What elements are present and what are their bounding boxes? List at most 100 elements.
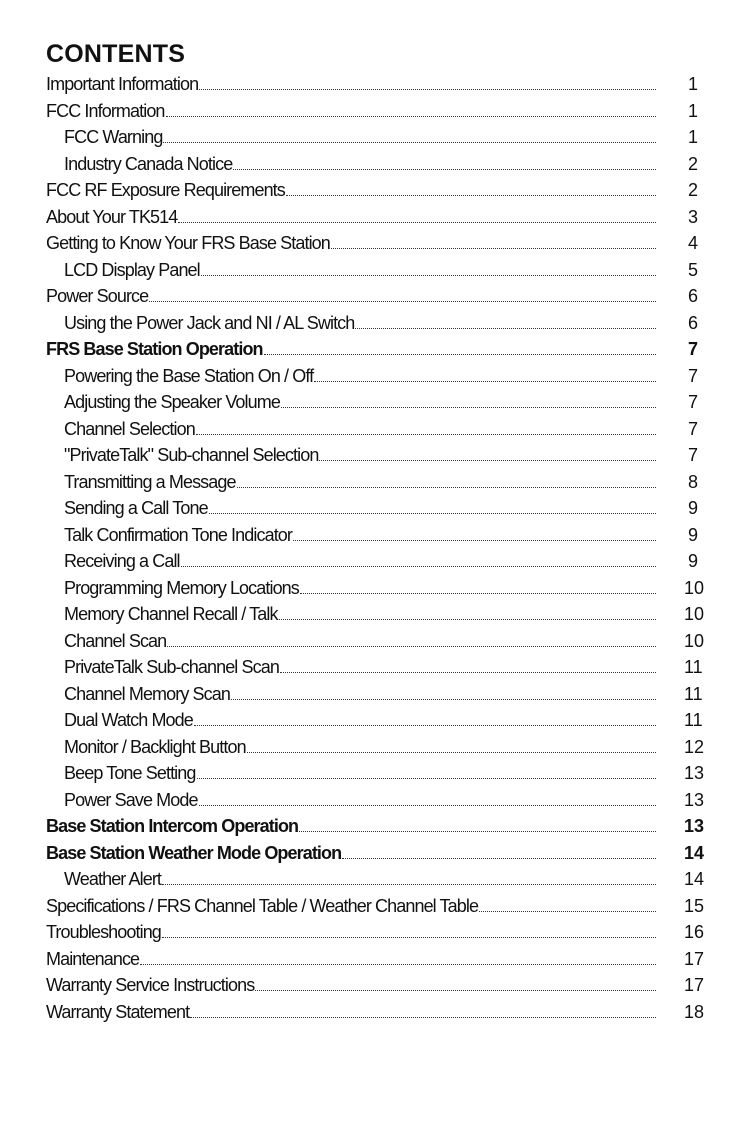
toc-entry-page: 18	[684, 1001, 705, 1022]
toc-entry[interactable]: Dual Watch Mode 11	[46, 710, 703, 737]
dot-leader	[167, 642, 656, 647]
toc-entry-title: Talk Confirmation Tone Indicator	[64, 524, 293, 545]
toc-entry-page: 11	[684, 683, 703, 704]
toc-entry-page: 1	[687, 74, 698, 94]
dot-leader	[479, 907, 656, 912]
dot-leader	[355, 324, 656, 329]
dot-leader	[236, 483, 656, 488]
toc-entry-title: FRS Base Station Operation	[46, 339, 264, 359]
toc-entry-title: FCC Warning	[64, 127, 163, 147]
toc-entry-page: 17	[684, 975, 705, 995]
toc-entry[interactable]: FCC Warning 1	[46, 127, 698, 154]
toc-entry[interactable]: FRS Base Station Operation 7	[46, 339, 698, 366]
toc-entry[interactable]: Weather Alert 14	[46, 869, 705, 896]
toc-entry-title: About Your TK514	[46, 206, 178, 227]
toc-entry-page: 2	[687, 153, 698, 174]
toc-entry[interactable]: Programming Memory Locations 10	[46, 577, 705, 605]
toc-entry-title: PrivateTalk Sub-channel Scan	[64, 657, 280, 677]
toc-entry-title: Dual Watch Mode	[64, 710, 194, 730]
toc-entry[interactable]: Power Save Mode 13	[46, 789, 705, 817]
toc-entry[interactable]: Sending a Call Tone 9	[46, 498, 698, 525]
dot-leader	[285, 191, 656, 196]
toc-entry[interactable]: Channel Memory Scan 11	[46, 683, 703, 711]
toc-entry[interactable]: Warranty Statement 18	[46, 1001, 705, 1029]
toc-entry[interactable]: Base Station Intercom Operation 13	[46, 816, 705, 843]
toc-entry[interactable]: Troubleshooting 16	[46, 922, 704, 949]
toc-entry-page: 13	[684, 763, 705, 783]
toc-entry[interactable]: Powering the Base Station On / Off 7	[46, 366, 698, 393]
toc-entry-page: 13	[684, 789, 705, 810]
toc-entry-page: 10	[684, 630, 705, 651]
toc-entry[interactable]: Monitor / Backlight Button 12	[46, 737, 704, 764]
toc-entry-page: 5	[687, 259, 698, 280]
toc-entry-page: 15	[684, 895, 705, 916]
dot-leader	[161, 933, 656, 938]
toc-entry[interactable]: About Your TK514 3	[46, 207, 698, 234]
toc-entry-page: 7	[687, 365, 698, 386]
toc-entry-title: "PrivateTalk" Sub-channel Selection	[64, 445, 319, 465]
toc-entry[interactable]: Industry Canada Notice 2	[46, 154, 698, 181]
dot-leader	[140, 960, 656, 965]
toc-entry-page: 13	[684, 816, 705, 836]
toc-entry-title: FCC Information	[46, 100, 165, 121]
toc-entry[interactable]: Important Information 1	[46, 74, 698, 101]
dot-leader	[231, 695, 656, 700]
toc-entry[interactable]: FCC RF Exposure Requirements 2	[46, 180, 698, 207]
dot-leader	[246, 748, 656, 753]
toc-entry[interactable]: Adjusting the Speaker Volume 7	[46, 392, 698, 419]
dot-leader	[195, 430, 656, 435]
toc-entry-title: Channel Memory Scan	[64, 683, 231, 704]
toc-entry[interactable]: Maintenance 17	[46, 948, 705, 976]
toc-entry-page: 7	[687, 445, 698, 465]
dot-leader	[196, 774, 656, 779]
dot-leader	[178, 218, 656, 223]
toc-entry-page: 7	[687, 339, 698, 359]
dot-leader	[263, 350, 656, 355]
dot-leader	[165, 112, 656, 117]
toc-entry-title: Power Source	[46, 286, 149, 306]
toc-entry[interactable]: Beep Tone Setting 13	[46, 763, 705, 790]
toc-entry-page: 4	[687, 233, 698, 253]
toc-entry-title: Important Information	[46, 74, 199, 94]
dot-leader	[208, 509, 656, 514]
toc-entry-page: 11	[684, 710, 703, 730]
toc-entry[interactable]: Warranty Service Instructions 17	[46, 975, 705, 1002]
toc-entry-page: 17	[684, 948, 705, 969]
toc-entry[interactable]: Memory Channel Recall / Talk 10	[46, 604, 704, 631]
toc-entry[interactable]: "PrivateTalk" Sub-channel Selection 7	[46, 445, 698, 472]
toc-entry[interactable]: FCC Information 1	[46, 101, 698, 128]
dot-leader	[319, 456, 656, 461]
toc-entry[interactable]: LCD Display Panel 5	[46, 260, 698, 287]
dot-leader	[255, 986, 656, 991]
toc-entry-page: 10	[684, 577, 705, 598]
toc-entry[interactable]: Receiving a Call 9	[46, 551, 698, 578]
toc-entry[interactable]: Base Station Weather Mode Operation 14	[46, 843, 704, 870]
toc-entry[interactable]: PrivateTalk Sub-channel Scan 11	[46, 657, 703, 684]
page-title: CONTENTS	[46, 40, 186, 68]
toc-entry[interactable]: Specifications / FRS Channel Table / Wea…	[46, 895, 705, 923]
dot-leader	[280, 403, 656, 408]
toc-entry-title: Sending a Call Tone	[64, 498, 209, 518]
dot-leader	[162, 880, 656, 885]
dot-leader	[314, 377, 656, 382]
toc-entry-title: Programming Memory Locations	[64, 577, 300, 598]
toc-entry-title: Channel Selection	[64, 418, 196, 439]
toc-entry[interactable]: Using the Power Jack and NI / AL Switch 6	[46, 313, 698, 340]
toc-entry-title: Weather Alert	[64, 869, 162, 889]
toc-entry-title: LCD Display Panel	[64, 259, 201, 280]
toc-entry[interactable]: Power Source 6	[46, 286, 698, 313]
dot-leader	[193, 721, 656, 726]
dot-leader	[279, 668, 656, 673]
toc-entry-title: Specifications / FRS Channel Table / Wea…	[46, 895, 479, 916]
toc-entry[interactable]: Getting to Know Your FRS Base Station 4	[46, 233, 698, 260]
toc-entry-page: 7	[687, 392, 698, 412]
toc-entry[interactable]: Channel Selection 7	[46, 419, 698, 446]
dot-leader	[149, 297, 656, 302]
toc-entry-page: 7	[687, 418, 698, 439]
toc-entry[interactable]: Transmitting a Message 8	[46, 472, 698, 499]
dot-leader	[342, 854, 656, 859]
toc-entry[interactable]: Channel Scan 10	[46, 630, 705, 658]
toc-entry-title: Beep Tone Setting	[64, 763, 196, 783]
toc-entry[interactable]: Talk Confirmation Tone Indicator 9	[46, 525, 698, 552]
toc-entry-page: 14	[684, 869, 705, 889]
